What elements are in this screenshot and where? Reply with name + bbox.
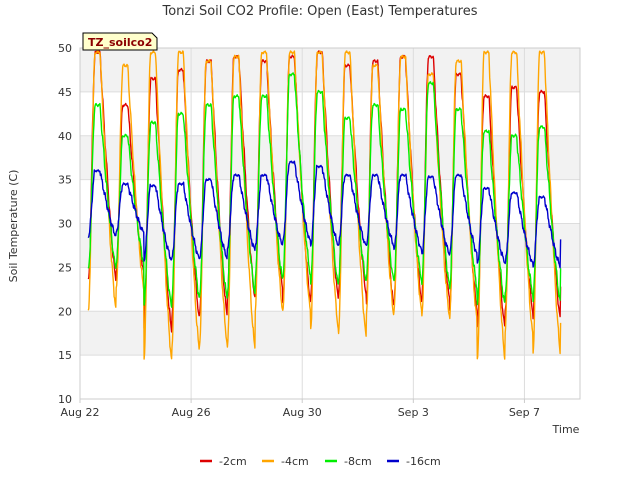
background-band (80, 267, 580, 312)
station-badge: TZ_soilco2 (82, 32, 158, 51)
y-tick-label: 45 (58, 86, 72, 99)
plot-border (79, 47, 581, 400)
legend-label: -16cm (406, 455, 441, 468)
x-tick-label: Sep 7 (509, 406, 540, 419)
x-tick-label: Aug 30 (283, 406, 322, 419)
legend-label: -4cm (281, 455, 309, 468)
y-tick-label: 40 (58, 130, 72, 143)
y-axis-label: Soil Temperature (C) (7, 170, 20, 283)
series-line (87, 160, 562, 269)
background-band (80, 311, 580, 356)
legend-label: -2cm (219, 455, 247, 468)
background-band (80, 135, 580, 180)
y-tick-label: 30 (58, 218, 72, 231)
series-16cm-group (87, 160, 562, 269)
background-band (80, 48, 580, 92)
series-4cm-group (87, 50, 562, 360)
background-band (80, 91, 580, 136)
y-tick-label: 20 (58, 305, 72, 318)
x-tick-label: Sep 3 (398, 406, 429, 419)
background-band (80, 355, 580, 399)
y-tick-label: 10 (58, 393, 72, 406)
x-tick-label: Aug 22 (61, 406, 100, 419)
x-axis-label: Time (552, 423, 580, 436)
x-tick-label: Aug 26 (172, 406, 211, 419)
y-axis-ticks: 10 15 20 25 30 35 40 45 50 (58, 42, 72, 406)
series-line (87, 50, 562, 360)
station-badge-label: TZ_soilco2 (88, 36, 152, 49)
y-tick-label: 15 (58, 349, 72, 362)
legend-label: -8cm (344, 455, 372, 468)
y-tick-label: 50 (58, 42, 72, 55)
y-tick-label: 35 (58, 174, 72, 187)
station-badge-box (82, 32, 158, 51)
series-line (87, 72, 562, 308)
series-layer (87, 50, 562, 360)
series-8cm-group (87, 72, 562, 308)
legend: -2cm -4cm -8cm -16cm (200, 455, 441, 468)
chart-title: Tonzi Soil CO2 Profile: Open (East) Temp… (161, 4, 477, 19)
y-tick-label: 25 (58, 261, 72, 274)
x-axis-ticks: Aug 22 Aug 26 Aug 30 Sep 3 Sep 7 (61, 399, 540, 419)
